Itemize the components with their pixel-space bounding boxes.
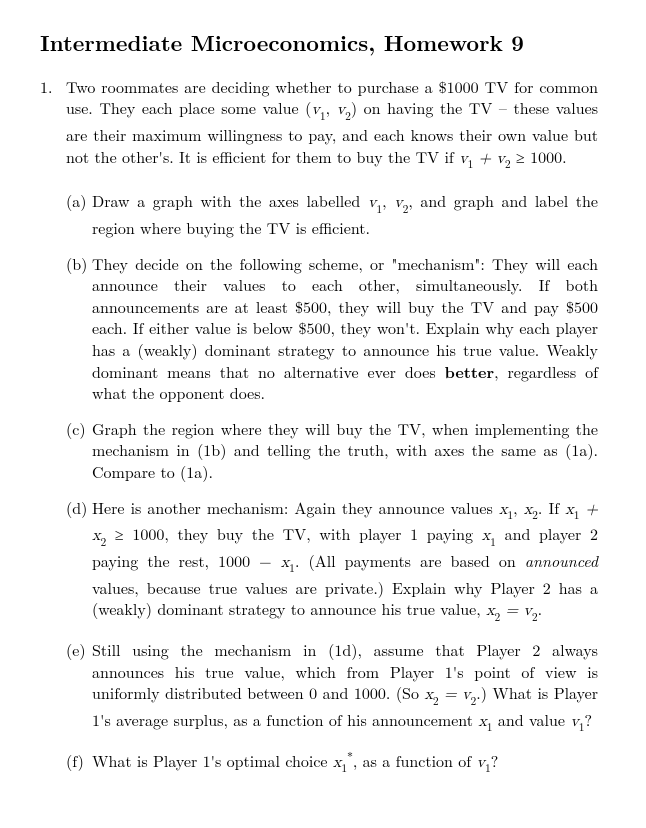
part-a: (a) Draw a graph with the axes labelled … (66, 190, 598, 238)
problem-1: 1. Two roommates are deciding whether to… (40, 76, 598, 777)
part-label: (d) (66, 497, 87, 519)
problem-list: 1. Two roommates are deciding whether to… (40, 76, 598, 777)
part-d: (d) Here is another mechanism: Again the… (66, 497, 598, 625)
part-label: (c) (66, 418, 86, 440)
part-body: Draw a graph with the axes labelled v1, … (92, 189, 598, 239)
part-f: (f) What is Player 1's optimal choice x1… (66, 750, 598, 777)
part-label: (e) (66, 639, 86, 661)
problem-intro: Two roommates are deciding whether to pu… (66, 76, 598, 173)
part-body: Here is another mechanism: Again they an… (92, 496, 598, 621)
part-body: Graph the region where they will buy the… (92, 417, 598, 483)
part-body: What is Player 1's optimal choice x1*, a… (92, 749, 498, 772)
part-c: (c) Graph the region where they will buy… (66, 418, 598, 483)
part-label: (b) (66, 253, 87, 275)
parts-list: (a) Draw a graph with the axes labelled … (66, 190, 598, 776)
page-title: Intermediate Microeconomics, Homework 9 (40, 28, 598, 58)
part-body: Still using the mechanism in (1d), assum… (92, 638, 598, 731)
part-label: (f) (66, 750, 84, 772)
part-label: (a) (66, 190, 86, 212)
part-e: (e) Still using the mechanism in (1d), a… (66, 639, 598, 736)
part-b: (b) They decide on the following scheme,… (66, 253, 598, 404)
part-body: They decide on the following scheme, or … (92, 252, 598, 405)
problem-number: 1. (40, 76, 52, 98)
